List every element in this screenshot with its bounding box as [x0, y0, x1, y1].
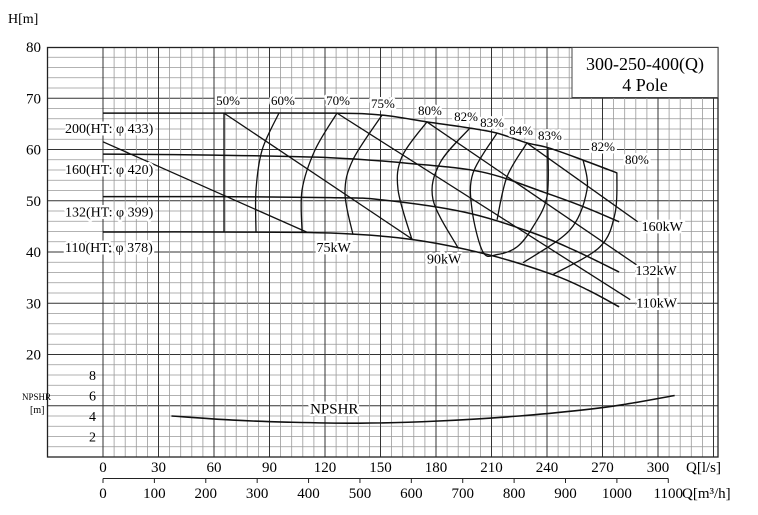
- power-line: [102, 141, 307, 233]
- curve-labels: 200(HT: φ 433) 160(HT: φ 420) 132(HT: φ 39…: [63, 91, 687, 420]
- x-tick-label: 270: [591, 460, 614, 476]
- power-line: [526, 142, 639, 223]
- y-axis-label: H[m]: [8, 12, 38, 27]
- x2-tick-label: 0: [99, 486, 107, 502]
- title-box: 300-250-400(Q) 4 Pole: [571, 47, 719, 98]
- x2-tick-label: 300: [246, 486, 269, 502]
- x-tick-label: 210: [480, 460, 503, 476]
- x2-tick-label: 500: [349, 486, 372, 502]
- x2-tick-label: 400: [297, 486, 320, 502]
- y-tick-label: 60: [26, 143, 41, 159]
- power-line: [223, 112, 414, 241]
- y-tick-label: 20: [26, 348, 41, 364]
- x-tick-label: 180: [425, 460, 448, 476]
- x-tick-label: 240: [536, 460, 559, 476]
- efficiency-curve: [552, 173, 618, 276]
- y-tick-label: 80: [26, 40, 41, 56]
- npsh-axis-unit: [m]: [30, 405, 44, 416]
- hq-curve-label: 160(HT: φ 420): [65, 163, 154, 178]
- npshr-curve-label: NPSHR: [310, 401, 358, 417]
- y-tick-label: 50: [26, 194, 41, 210]
- efficiency-label: 70%: [326, 93, 350, 108]
- efficiency-label: 80%: [625, 152, 649, 167]
- efficiency-label: 83%: [480, 115, 504, 130]
- curves: [102, 112, 675, 425]
- x-tick-label: 30: [151, 460, 166, 476]
- x-axis-label: Q[l/s]: [686, 460, 721, 476]
- efficiency-label: 80%: [418, 103, 442, 118]
- efficiency-label: 75%: [371, 96, 395, 111]
- hq-curve: [102, 195, 620, 273]
- plot-frame: [46, 46, 719, 458]
- power-line-label: 110kW: [636, 297, 677, 312]
- x-tick-label: 150: [369, 460, 392, 476]
- power-line: [336, 112, 631, 301]
- hq-curve-label: 110(HT: φ 378): [65, 241, 153, 256]
- x2-tick-label: 900: [554, 486, 577, 502]
- x-tick-label: 90: [262, 460, 277, 476]
- npshr-curve: [171, 394, 675, 425]
- npsh-tick-label: 4: [89, 410, 96, 425]
- power-line-label: 75kW: [317, 241, 352, 256]
- y-tick-label: 70: [26, 91, 41, 107]
- y-tick-label: 40: [26, 245, 41, 261]
- npsh-tick-label: 2: [89, 431, 96, 446]
- x-tick-label: 120: [314, 460, 337, 476]
- hq-curve: [102, 231, 620, 308]
- efficiency-label: 83%: [538, 128, 562, 143]
- chart-title: 300-250-400(Q): [586, 54, 704, 75]
- x2-tick-label: 200: [195, 486, 218, 502]
- x-tick-label: 60: [207, 460, 222, 476]
- y-tick-label: 30: [26, 296, 41, 312]
- chart-subtitle: 4 Pole: [622, 75, 668, 95]
- npsh-tick-label: 8: [89, 369, 96, 384]
- efficiency-label: 60%: [271, 93, 295, 108]
- x2-tick-label: 1000: [602, 486, 632, 502]
- power-line-label: 160kW: [642, 220, 684, 235]
- efficiency-curve: [522, 159, 589, 264]
- efficiency-curve: [254, 112, 280, 233]
- x2-tick-label: 1100: [654, 486, 683, 502]
- npsh-axis-label: NPSHR: [22, 392, 51, 402]
- efficiency-curve: [396, 121, 428, 240]
- efficiency-curve: [431, 127, 471, 249]
- x2-axis-label: Q[m³/h]: [682, 486, 731, 502]
- x2-tick-label: 800: [503, 486, 526, 502]
- hq-curve-label: 132(HT: φ 399): [65, 206, 154, 221]
- efficiency-label: 82%: [454, 109, 478, 124]
- efficiency-label: 82%: [591, 139, 615, 154]
- x-tick-label: 300: [647, 460, 670, 476]
- efficiency-label: 50%: [216, 93, 240, 108]
- x2-tick-label: 700: [451, 486, 474, 502]
- efficiency-curve: [469, 132, 549, 258]
- hq-curve-label: 200(HT: φ 433): [65, 122, 154, 137]
- efficiency-curve: [496, 142, 528, 220]
- hq-curve: [102, 153, 620, 223]
- npsh-tick-label: 6: [89, 390, 96, 405]
- efficiency-curve: [344, 114, 383, 235]
- power-line-label: 90kW: [427, 253, 462, 268]
- power-line-label: 132kW: [636, 264, 678, 279]
- efficiency-label: 84%: [509, 123, 533, 138]
- x2-tick-label: 600: [400, 486, 423, 502]
- x-tick-label: 0: [99, 460, 107, 476]
- hq-curve: [103, 112, 618, 174]
- x2-tick-label: 100: [143, 486, 166, 502]
- efficiency-curve: [300, 112, 338, 233]
